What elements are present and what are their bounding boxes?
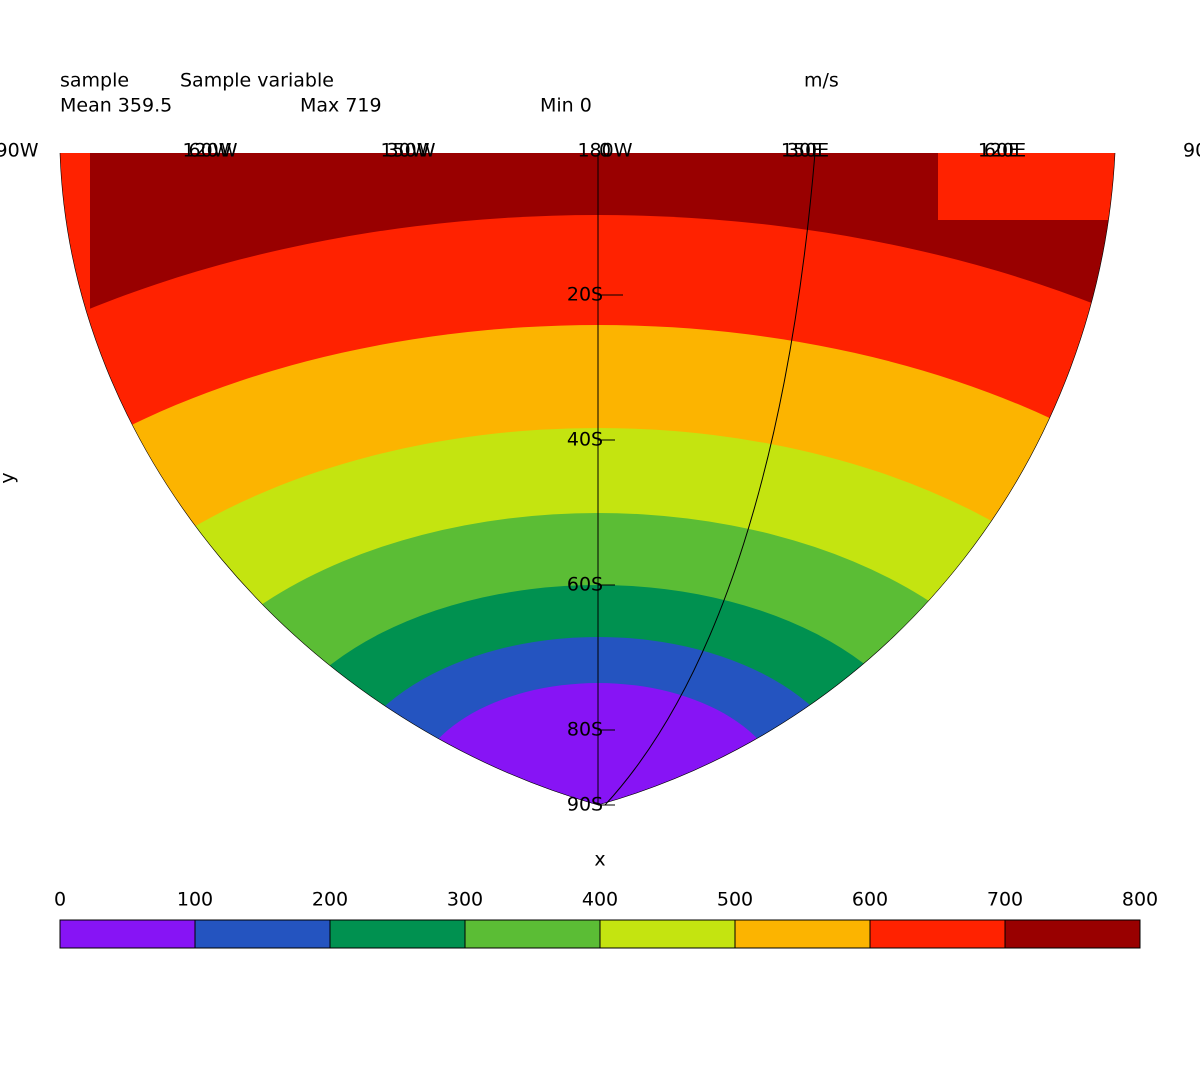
colorbar-label: 600 <box>852 889 888 911</box>
colorbar-box <box>464 919 601 949</box>
lon-label: 0 <box>599 140 611 162</box>
lon-label: 60W <box>189 140 232 162</box>
lon-label: 90 <box>1183 140 1200 162</box>
variable-name: sample <box>60 70 129 92</box>
boundary <box>59 152 1116 806</box>
lon-label: 120E <box>978 140 1026 162</box>
lon-label: 150W <box>380 140 435 162</box>
colorbar-box <box>599 919 736 949</box>
colorbar-label: 400 <box>582 889 618 911</box>
y-axis-label: y <box>0 472 19 483</box>
x-axis-label: x <box>594 849 605 871</box>
max-stat: Max 719 <box>300 95 382 117</box>
lat-label: 60S <box>567 574 603 596</box>
meridian <box>604 152 816 806</box>
lat-label: 80S <box>567 719 603 741</box>
lat-label: 90S <box>567 794 603 816</box>
colorbar-box <box>194 919 331 949</box>
lon-label: 60E <box>984 140 1020 162</box>
lon-label: 30W <box>387 140 430 162</box>
colorbar-box <box>1004 919 1141 949</box>
colorbar-label: 700 <box>987 889 1023 911</box>
colorbar-box <box>869 919 1006 949</box>
colorbar-label: 300 <box>447 889 483 911</box>
colorbar-box <box>734 919 871 949</box>
colorbar-box <box>329 919 466 949</box>
colorbar-box <box>59 919 196 949</box>
lon-label: 30E <box>787 140 823 162</box>
lat-label: 40S <box>567 429 603 451</box>
variable-long-name: Sample variable <box>180 70 334 92</box>
mean-stat: Mean 359.5 <box>60 95 172 117</box>
colorbar-label: 100 <box>177 889 213 911</box>
min-stat: Min 0 <box>540 95 592 117</box>
lat-label: 20S <box>567 284 603 306</box>
colorbar-label: 800 <box>1122 889 1158 911</box>
units: m/s <box>804 70 839 92</box>
band <box>938 153 1115 220</box>
colorbar-label: 0 <box>54 889 66 911</box>
lon-label: 180W <box>577 140 632 162</box>
lon-label: 150E <box>781 140 829 162</box>
colorbar-label: 200 <box>312 889 348 911</box>
colorbar-label: 500 <box>717 889 753 911</box>
band <box>60 153 90 805</box>
lon-label: 90W <box>0 140 39 162</box>
lon-label: 120W <box>182 140 237 162</box>
